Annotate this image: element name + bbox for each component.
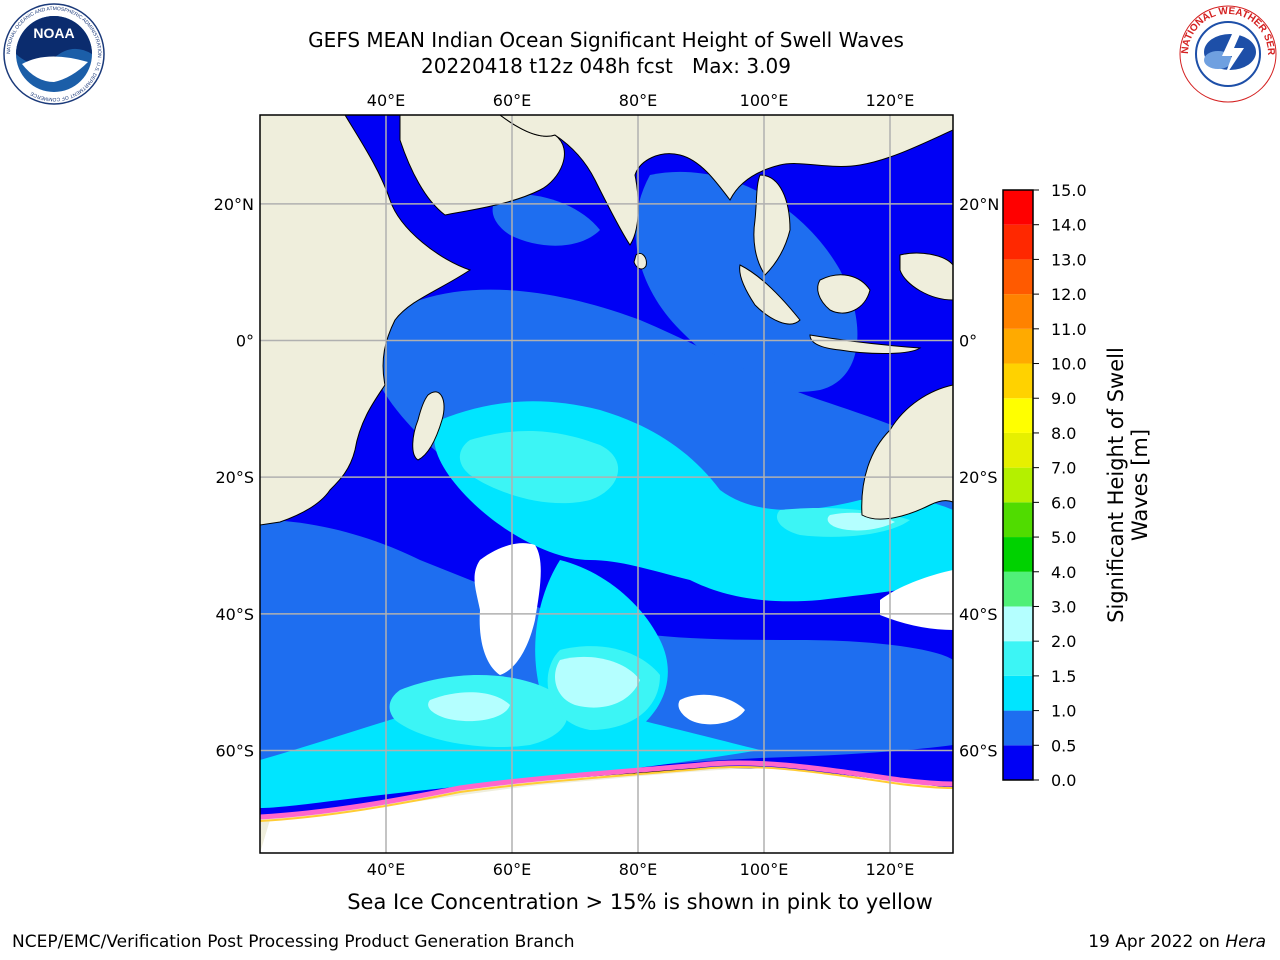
colorbar-tick-label: 8.0 (1051, 424, 1076, 443)
nws-logo: NATIONAL WEATHER SERVICE (1178, 4, 1277, 103)
forecast-max: Max: 3.09 (691, 54, 791, 78)
map-subtitle: 20220418 t12z 048h fcst Max: 3.09 (0, 54, 1212, 78)
colorbar-swatch (1003, 537, 1033, 572)
forecast-date: 20220418 (421, 54, 523, 78)
forecast-cycle: t12z (529, 54, 573, 78)
colorbar-swatch (1003, 745, 1033, 780)
lon-tick-label-top: 40°E (367, 91, 405, 110)
colorbar: 0.0 0.5 1.0 1.5 2.0 3.0 4.0 5.0 6.0 7.0 8.0 9.0 10.0… (1002, 181, 1087, 790)
lat-tick-label-left: 0° (236, 332, 254, 351)
colorbar-swatch (1003, 606, 1033, 642)
noaa-logo: NOAA NATIONAL OCEANIC AND ATMOSPHERIC AD… (3, 3, 105, 105)
lat-tick-label-right: 0° (959, 332, 977, 351)
colorbar-swatch (1003, 398, 1033, 433)
colorbar-swatch (1003, 190, 1033, 225)
map-field (260, 115, 953, 853)
noaa-logo-text: NOAA (33, 25, 74, 41)
swell-band-2-3 (428, 512, 895, 722)
sea-ice-yellow-fringe (260, 765, 953, 822)
colorbar-swatch (1003, 571, 1033, 607)
colorbar-swatch (1003, 259, 1033, 295)
colorbar-tick-label: 14.0 (1051, 216, 1087, 235)
lat-tick-label-right: 20°S (959, 468, 998, 487)
colorbar-swatch (1003, 224, 1033, 260)
footer-date-text: 19 Apr 2022 on (1088, 932, 1220, 952)
colorbar-swatch (1003, 710, 1033, 746)
lon-tick-label-bottom: 80°E (619, 860, 657, 879)
colorbar-swatch (1003, 467, 1033, 503)
lon-tick-label-bottom: 100°E (740, 860, 789, 879)
lon-tick-label-top: 100°E (740, 91, 789, 110)
lon-tick-label-top: 60°E (493, 91, 531, 110)
colorbar-tick-label: 1.0 (1051, 702, 1076, 721)
colorbar-swatch (1003, 641, 1033, 676)
footer-machine: Hera (1225, 932, 1266, 952)
colorbar-tick-label: 11.0 (1051, 320, 1087, 339)
colorbar-tick-label: 7.0 (1051, 459, 1076, 478)
no-data-areas (260, 543, 953, 853)
lon-tick-label-bottom: 40°E (367, 860, 405, 879)
colorbar-swatch (1003, 328, 1033, 364)
colorbar-swatch (1003, 363, 1033, 399)
lon-tick-label-bottom: 120°E (866, 860, 915, 879)
forecast-lead: 048h fcst (579, 54, 673, 78)
colorbar-swatch (1003, 502, 1033, 538)
sea-ice-edge (260, 760, 953, 820)
colorbar-tick-label: 2.0 (1051, 632, 1076, 651)
lat-tick-label-left: 60°S (215, 742, 254, 761)
lon-tick-label-top: 80°E (619, 91, 657, 110)
colorbar-label-line2: Waves [m] (1128, 428, 1152, 542)
lon-tick-label-top: 120°E (866, 91, 915, 110)
colorbar-tick-label: 13.0 (1051, 250, 1087, 269)
colorbar-tick-label: 3.0 (1051, 597, 1076, 616)
lat-tick-label-left: 40°S (215, 605, 254, 624)
colorbar-label-line1: Significant Height of Swell (1104, 347, 1128, 623)
sea-ice-caption: Sea Ice Concentration > 15% is shown in … (347, 890, 933, 914)
map-frame (259, 114, 954, 854)
colorbar-frame (1002, 189, 1034, 781)
colorbar-swatch (1003, 432, 1033, 468)
colorbar-swatch (1003, 675, 1033, 711)
lat-tick-label-left: 20°S (215, 468, 254, 487)
lat-tick-label-right: 60°S (959, 742, 998, 761)
colorbar-swatches (1002, 189, 1034, 781)
colorbar-tick-label: 6.0 (1051, 493, 1076, 512)
axis-tick-labels: 40°E 40°E 60°E 60°E 80°E 80°E 100°E 100°E 120°E 1… (214, 91, 1000, 879)
colorbar-tick-label: 4.0 (1051, 563, 1076, 582)
colorbar-tick-label: 0.0 (1051, 771, 1076, 790)
lat-tick-label-right: 40°S (959, 605, 998, 624)
colorbar-tick-label: 5.0 (1051, 528, 1076, 547)
footer-date: 19 Apr 2022 on Hera (1088, 932, 1266, 952)
colorbar-swatch (1003, 294, 1033, 329)
footer-credit: NCEP/EMC/Verification Post Processing Pr… (12, 932, 575, 952)
lat-tick-label-left: 20°N (214, 195, 254, 214)
colorbar-tick-label: 12.0 (1051, 285, 1087, 304)
map-title: GEFS MEAN Indian Ocean Significant Heigh… (308, 28, 904, 52)
colorbar-tick-label: 9.0 (1051, 389, 1076, 408)
colorbar-tick-label: 0.5 (1051, 736, 1076, 755)
colorbar-tick-label: 15.0 (1051, 181, 1087, 200)
lat-tick-label-right: 20°N (959, 195, 999, 214)
lon-tick-label-bottom: 60°E (493, 860, 531, 879)
colorbar-tick-label: 10.0 (1051, 355, 1087, 374)
colorbar-tick-label: 1.5 (1051, 667, 1076, 686)
colorbar-label: Significant Height of Swell Waves [m] (1104, 325, 1152, 645)
colorbar-ticks: 0.0 0.5 1.0 1.5 2.0 3.0 4.0 5.0 6.0 7.0 8.0 9.0 10.0… (1033, 181, 1087, 790)
map-grid (260, 115, 953, 853)
